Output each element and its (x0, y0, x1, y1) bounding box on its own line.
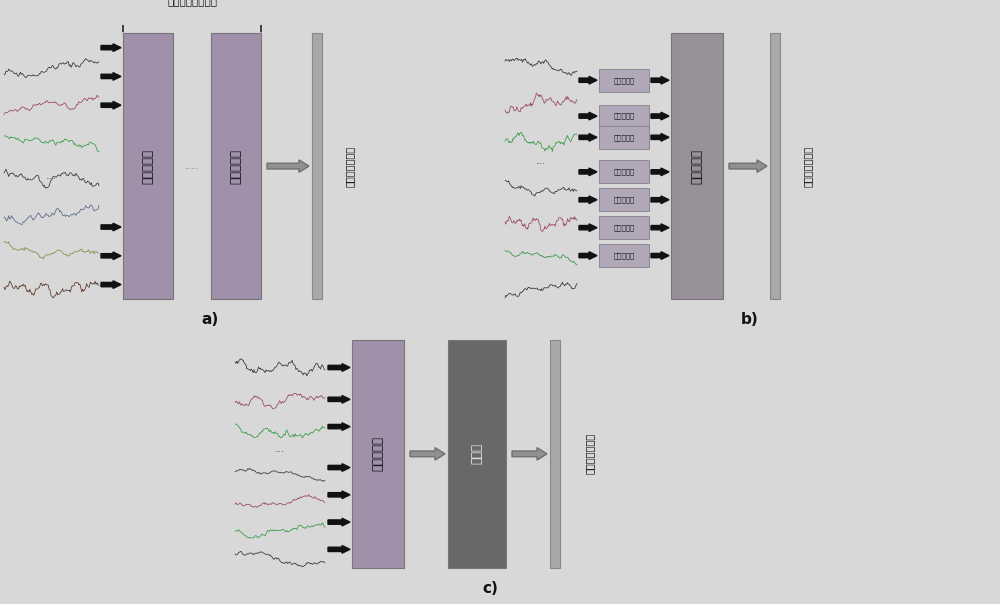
Bar (599, 126, 649, 149)
Bar (599, 69, 649, 92)
FancyArrow shape (579, 196, 597, 204)
FancyArrow shape (579, 252, 597, 259)
Text: 长短期记忆: 长短期记忆 (613, 196, 635, 203)
Bar (599, 188, 649, 211)
Text: b): b) (741, 312, 759, 327)
FancyArrow shape (328, 518, 350, 526)
Text: 长短期记忆: 长短期记忆 (371, 436, 384, 471)
Bar (671, 33, 723, 299)
Text: 长短期记忆: 长短期记忆 (613, 134, 635, 141)
Bar (352, 340, 404, 568)
FancyArrow shape (101, 223, 121, 231)
Text: 长短期记忆: 长短期记忆 (142, 149, 154, 184)
FancyArrow shape (328, 491, 350, 499)
FancyArrow shape (101, 101, 121, 109)
Text: 长短期记忆: 长短期记忆 (690, 149, 703, 184)
FancyArrow shape (101, 252, 121, 260)
Bar (599, 104, 649, 127)
Text: 长短期记忆: 长短期记忆 (613, 252, 635, 259)
Text: 长短期记忆: 长短期记忆 (613, 113, 635, 120)
FancyArrow shape (651, 112, 669, 120)
Bar (599, 216, 649, 239)
FancyArrow shape (651, 224, 669, 231)
FancyArrow shape (512, 448, 547, 460)
Text: 脑电图特征表示: 脑电图特征表示 (345, 146, 355, 187)
FancyArrow shape (101, 44, 121, 51)
Text: 长短期记忆: 长短期记忆 (613, 224, 635, 231)
Text: 脑电图特征表示: 脑电图特征表示 (803, 146, 813, 187)
Text: 长短期记忆层堆栈: 长短期记忆层堆栈 (167, 0, 217, 7)
FancyArrow shape (651, 252, 669, 259)
Bar (550, 340, 560, 568)
FancyArrow shape (328, 423, 350, 431)
Text: ...: ... (46, 171, 57, 181)
FancyArrow shape (101, 72, 121, 80)
Text: ...: ... (536, 156, 546, 166)
Bar (312, 33, 322, 299)
FancyArrow shape (579, 76, 597, 84)
FancyArrow shape (101, 281, 121, 289)
Bar (599, 161, 649, 184)
FancyArrow shape (651, 133, 669, 141)
Text: 脑电图特征表示: 脑电图特征表示 (585, 433, 595, 475)
Text: ...: ... (275, 445, 285, 454)
FancyArrow shape (651, 168, 669, 176)
FancyArrow shape (729, 160, 767, 172)
Text: 输出层: 输出层 (470, 443, 483, 464)
Text: 长短期记忆: 长短期记忆 (613, 169, 635, 175)
FancyArrow shape (328, 545, 350, 553)
Bar (211, 33, 261, 299)
FancyArrow shape (579, 112, 597, 120)
FancyArrow shape (267, 160, 309, 172)
Text: 长短期记忆: 长短期记忆 (230, 149, 242, 184)
Bar (123, 33, 173, 299)
FancyArrow shape (328, 364, 350, 371)
Bar (599, 244, 649, 267)
FancyArrow shape (328, 396, 350, 403)
Text: c): c) (482, 581, 498, 596)
Bar (770, 33, 780, 299)
FancyArrow shape (579, 168, 597, 176)
FancyArrow shape (410, 448, 445, 460)
FancyArrow shape (651, 76, 669, 84)
Bar (448, 340, 506, 568)
FancyArrow shape (579, 133, 597, 141)
Text: 长短期记忆: 长短期记忆 (613, 77, 635, 83)
Text: a): a) (201, 312, 219, 327)
Text: ......: ...... (184, 162, 198, 170)
FancyArrow shape (328, 464, 350, 471)
FancyArrow shape (651, 196, 669, 204)
FancyArrow shape (579, 224, 597, 231)
